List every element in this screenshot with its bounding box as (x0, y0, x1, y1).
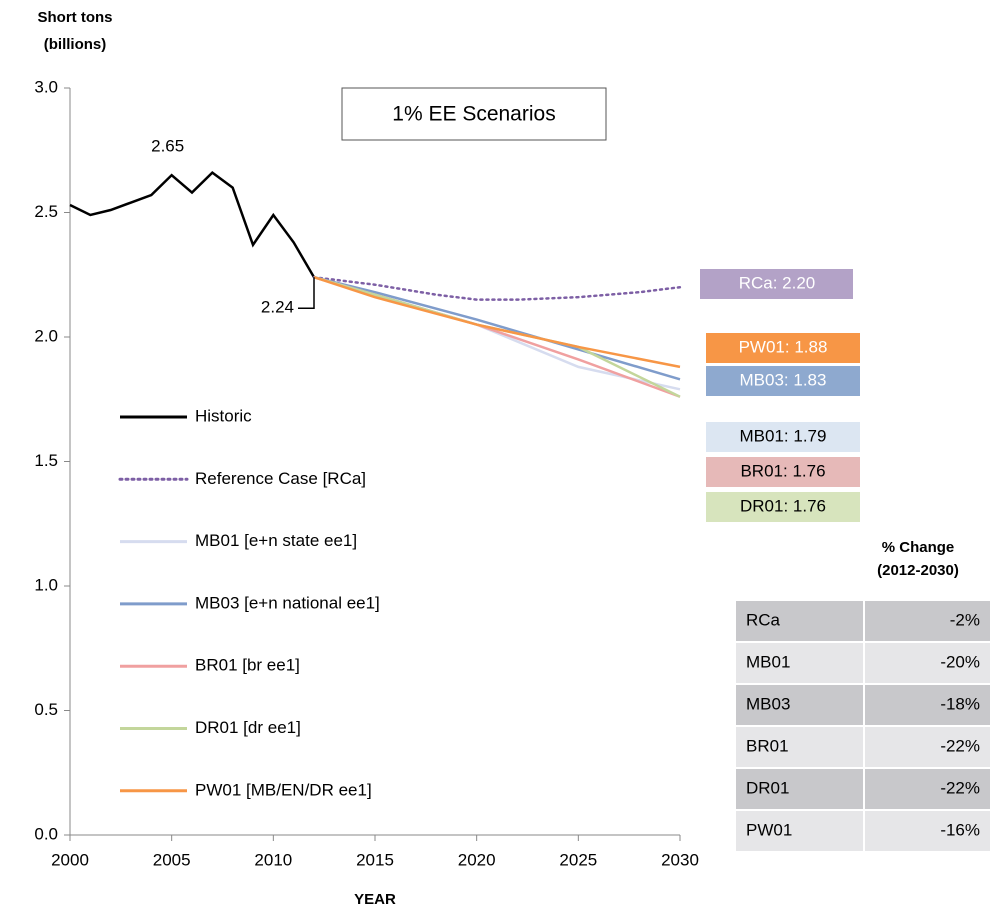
table-cell (865, 601, 990, 641)
series-line (313, 276, 681, 369)
table-text: MB03 (746, 694, 790, 713)
y-tick-label: 1.0 (34, 575, 58, 594)
x-tick-label: 2010 (254, 850, 292, 869)
table-text: BR01 (746, 736, 789, 755)
y-tick-label: 2.0 (34, 326, 58, 345)
table-cell (865, 685, 990, 725)
y-tick-label: 1.5 (34, 451, 58, 470)
end-label-box (706, 422, 860, 452)
table-text: RCa (746, 610, 781, 629)
table-cell (736, 643, 863, 683)
annotation: 2.24 (261, 298, 294, 317)
table-header: (2012-2030) (877, 562, 959, 579)
end-label: BR01: 1.76 (740, 461, 825, 480)
x-tick-label: 2030 (661, 850, 699, 869)
y-tick-label: 2.5 (34, 202, 58, 221)
table-text: MB01 (746, 652, 790, 671)
end-label-box (706, 492, 860, 522)
table-text: -22% (940, 778, 980, 797)
legend-label: MB01 [e+n state ee1] (195, 531, 357, 550)
x-tick-label: 2020 (458, 850, 496, 869)
end-label: PW01: 1.88 (739, 337, 828, 356)
x-axis-label: YEAR (354, 891, 396, 908)
x-tick-label: 2025 (559, 850, 597, 869)
legend-label: Reference Case [RCa] (195, 469, 366, 488)
table-text: PW01 (746, 820, 792, 839)
table-cell (865, 643, 990, 683)
y-tick-label: 3.0 (34, 77, 58, 96)
annotation-leader (298, 277, 315, 309)
table-cell (865, 811, 990, 851)
end-label: DR01: 1.76 (740, 496, 826, 515)
table-text: -18% (940, 694, 980, 713)
series-line (69, 171, 316, 278)
legend-label: BR01 [br ee1] (195, 656, 300, 675)
end-label: RCa: 2.20 (739, 273, 816, 292)
legend-label: DR01 [dr ee1] (195, 718, 301, 737)
end-label-box (706, 366, 860, 396)
end-label-box (700, 269, 853, 299)
legend-label: Historic (195, 406, 252, 425)
legend-label: MB03 [e+n national ee1] (195, 593, 380, 612)
x-tick-label: 2005 (153, 850, 191, 869)
table-cell (736, 727, 863, 767)
table-cell (736, 769, 863, 809)
table-cell (736, 685, 863, 725)
y-tick-label: 0.5 (34, 700, 58, 719)
x-tick-label: 2015 (356, 850, 394, 869)
y-tick-label: 0.0 (34, 824, 58, 843)
table-text: -2% (950, 610, 980, 629)
end-label-box (706, 333, 860, 363)
title-box (341, 87, 607, 141)
table-cell (865, 769, 990, 809)
series-line (312, 275, 682, 301)
table-text: -20% (940, 652, 980, 671)
table-text: -16% (940, 820, 980, 839)
table-cell (865, 727, 990, 767)
end-label-box (706, 457, 860, 487)
x-tick-label: 2000 (51, 850, 89, 869)
legend-label: PW01 [MB/EN/DR ee1] (195, 780, 372, 799)
end-label: MB01: 1.79 (740, 426, 827, 445)
table-cell (736, 601, 863, 641)
y-axis-label: Short tons (38, 9, 113, 26)
annotation: 2.65 (151, 137, 184, 156)
table-header: % Change (882, 539, 955, 556)
y-axis-label: (billions) (44, 36, 107, 53)
series-line (313, 276, 681, 381)
table-text: DR01 (746, 778, 789, 797)
chart-title: 1% EE Scenarios (392, 103, 555, 126)
table-text: -22% (940, 736, 980, 755)
table-cell (736, 811, 863, 851)
end-label: MB03: 1.83 (740, 370, 827, 389)
